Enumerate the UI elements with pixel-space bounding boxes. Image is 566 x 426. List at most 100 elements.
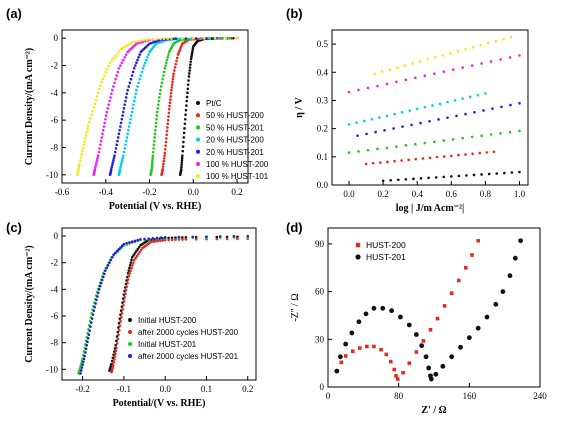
data-point [124, 292, 127, 296]
data-point [184, 37, 188, 40]
data-point [480, 134, 483, 138]
data-point [130, 240, 134, 243]
data-point [82, 357, 86, 361]
data-point [88, 329, 91, 332]
y-axis-label: Current Density/(mA cm⁻²) [24, 245, 35, 363]
data-point [138, 250, 142, 254]
x-tick-label: -0.1 [117, 384, 131, 394]
data-point [86, 127, 89, 131]
data-point [92, 173, 96, 177]
data-point [183, 122, 187, 126]
legend-label: after 2000 cycles HUST-200 [138, 328, 239, 337]
data-point [181, 145, 185, 148]
data-point [170, 236, 174, 240]
data-point [124, 288, 128, 292]
panel-label: (b) [286, 6, 303, 21]
data-point [110, 370, 113, 374]
data-point [138, 77, 141, 81]
x-tick-label: 160 [463, 391, 477, 401]
data-point [112, 361, 116, 364]
data-point [174, 37, 178, 40]
data-point [478, 151, 482, 155]
data-point [147, 237, 150, 240]
data-point [84, 351, 87, 354]
data-point [86, 336, 90, 340]
data-point [111, 161, 115, 164]
data-point [101, 132, 104, 136]
y-tick-label: 60 [315, 287, 325, 297]
series-1 [110, 237, 250, 374]
y-tick-label: -8 [51, 338, 59, 348]
data-point [156, 239, 160, 243]
data-point [421, 339, 426, 343]
data-point [155, 236, 159, 240]
data-point [392, 127, 395, 130]
data-point [169, 95, 172, 98]
data-point [356, 319, 362, 325]
data-point [182, 140, 185, 144]
data-point [151, 156, 154, 160]
data-point [156, 103, 160, 106]
data-point [94, 163, 98, 167]
series-4 [347, 129, 521, 154]
data-point [356, 134, 359, 137]
data-point [152, 147, 155, 150]
data-point [82, 143, 86, 147]
y-tick-label: 0.5 [317, 39, 329, 49]
data-point [100, 80, 103, 84]
data-point [125, 241, 128, 245]
data-point [442, 155, 446, 158]
data-point [162, 74, 165, 77]
data-point [182, 131, 186, 135]
data-point [389, 308, 394, 314]
data-point [449, 52, 452, 55]
data-point [396, 66, 399, 69]
data-point [106, 264, 110, 267]
data-point [113, 150, 117, 154]
data-point [119, 246, 122, 249]
data-point [78, 367, 82, 370]
data-point [151, 154, 155, 157]
data-point [100, 136, 104, 139]
data-point [380, 305, 386, 311]
x-tick-label: 0.0 [188, 187, 200, 197]
data-point [476, 238, 480, 243]
data-point [461, 136, 464, 140]
series-5 [364, 150, 496, 166]
data-point [395, 377, 400, 381]
data-point [139, 244, 142, 247]
data-point [451, 68, 455, 71]
data-point [109, 258, 113, 262]
data-point [114, 147, 118, 150]
data-point [119, 320, 122, 323]
data-point [487, 172, 491, 176]
plot-frame [61, 227, 257, 381]
legend-marker [196, 162, 200, 166]
data-point [385, 114, 389, 118]
data-point [159, 239, 162, 242]
data-point [137, 252, 140, 256]
data-point [87, 333, 91, 336]
data-point [133, 96, 137, 99]
data-point [191, 235, 195, 239]
data-point [159, 37, 162, 41]
y-axis-label: η / V [294, 96, 305, 117]
data-point [358, 346, 362, 350]
data-point [91, 109, 94, 113]
data-point [185, 104, 188, 107]
data-point [349, 330, 355, 336]
data-point [357, 88, 360, 92]
data-point [393, 112, 396, 116]
x-tick-label: 0.0 [343, 189, 355, 199]
data-point [218, 235, 222, 238]
data-point [117, 66, 121, 70]
data-point [76, 173, 79, 177]
data-point [133, 252, 137, 255]
data-point [143, 61, 147, 65]
data-point [92, 106, 96, 109]
data-point [80, 366, 84, 369]
data-point [128, 264, 132, 267]
data-point [121, 154, 125, 157]
data-point [132, 261, 135, 264]
data-point [508, 130, 512, 134]
